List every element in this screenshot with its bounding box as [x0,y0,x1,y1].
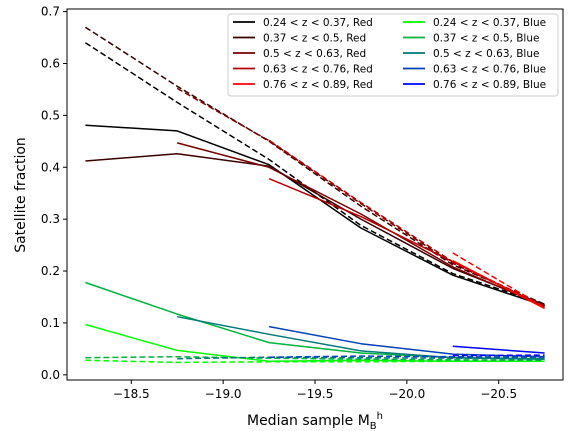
legend-label-4: 0.63 < z < 0.76, Red [263,64,373,76]
legend-label-3: 0.5 < z < 0.63, Red [263,48,366,60]
legend-label-9: 0.63 < z < 0.76, Blue [433,64,546,76]
legend-label-6: 0.24 < z < 0.37, Blue [433,17,546,29]
y-tick-label: 0.2 [41,264,60,278]
legend-label-1: 0.24 < z < 0.37, Red [263,17,373,29]
legend-label-10: 0.76 < z < 0.89, Blue [433,79,546,91]
x-tick-label: −18.5 [113,387,150,401]
y-axis-label: Satellite fraction [13,137,29,253]
x-axis-label-sub: B [370,421,377,431]
series-1-solid-line [85,124,545,307]
series-7-dashed-line [85,355,545,362]
x-tick-label: −20.5 [480,387,517,401]
series-10-dashed-line [452,354,545,357]
series-8-solid-line [177,315,545,360]
series-2-dashed-line [84,26,545,305]
series-9-dashed-line [269,355,545,358]
x-axis-label-sup: h [377,411,383,422]
legend-label-7: 0.37 < z < 0.5, Blue [433,33,539,45]
series-4-dashed-line [268,139,545,307]
y-tick-label: 0.7 [41,5,60,19]
legend-label-5: 0.76 < z < 0.89, Red [263,79,373,91]
series-2-solid-line [85,153,545,306]
series-10-solid-line [452,345,545,354]
y-tick-label: 0.0 [41,368,60,382]
y-tick-label: 0.6 [41,56,60,70]
y-tick-label: 0.1 [41,316,60,330]
x-axis-label: Median sample MBh [247,411,383,431]
series-6-solid-line [85,323,545,363]
y-tick-label: 0.5 [41,108,60,122]
legend: 0.24 < z < 0.37, Red 0.37 < z < 0.5, Red 0… [227,13,559,97]
y-tick-label: 0.4 [41,160,60,174]
x-tick-label: −19.5 [297,387,334,401]
legend-label-2: 0.37 < z < 0.5, Red [263,33,366,45]
x-tick-label: −19.0 [205,387,242,401]
ticks-layer: −18.5 −19.0 −19.5 −20.0 −20.5 0.0 0.1 0.2 0.3 0.4… [41,5,517,401]
series-layer [84,26,545,364]
series-5-solid-line [452,260,545,310]
x-tick-label: −20.0 [388,387,425,401]
legend-label-8: 0.5 < z < 0.63, Blue [433,48,539,60]
legend-box [227,13,559,97]
series-3-dashed-line [176,87,545,307]
series-3-solid-line [177,142,545,307]
y-tick-label: 0.3 [41,212,60,226]
